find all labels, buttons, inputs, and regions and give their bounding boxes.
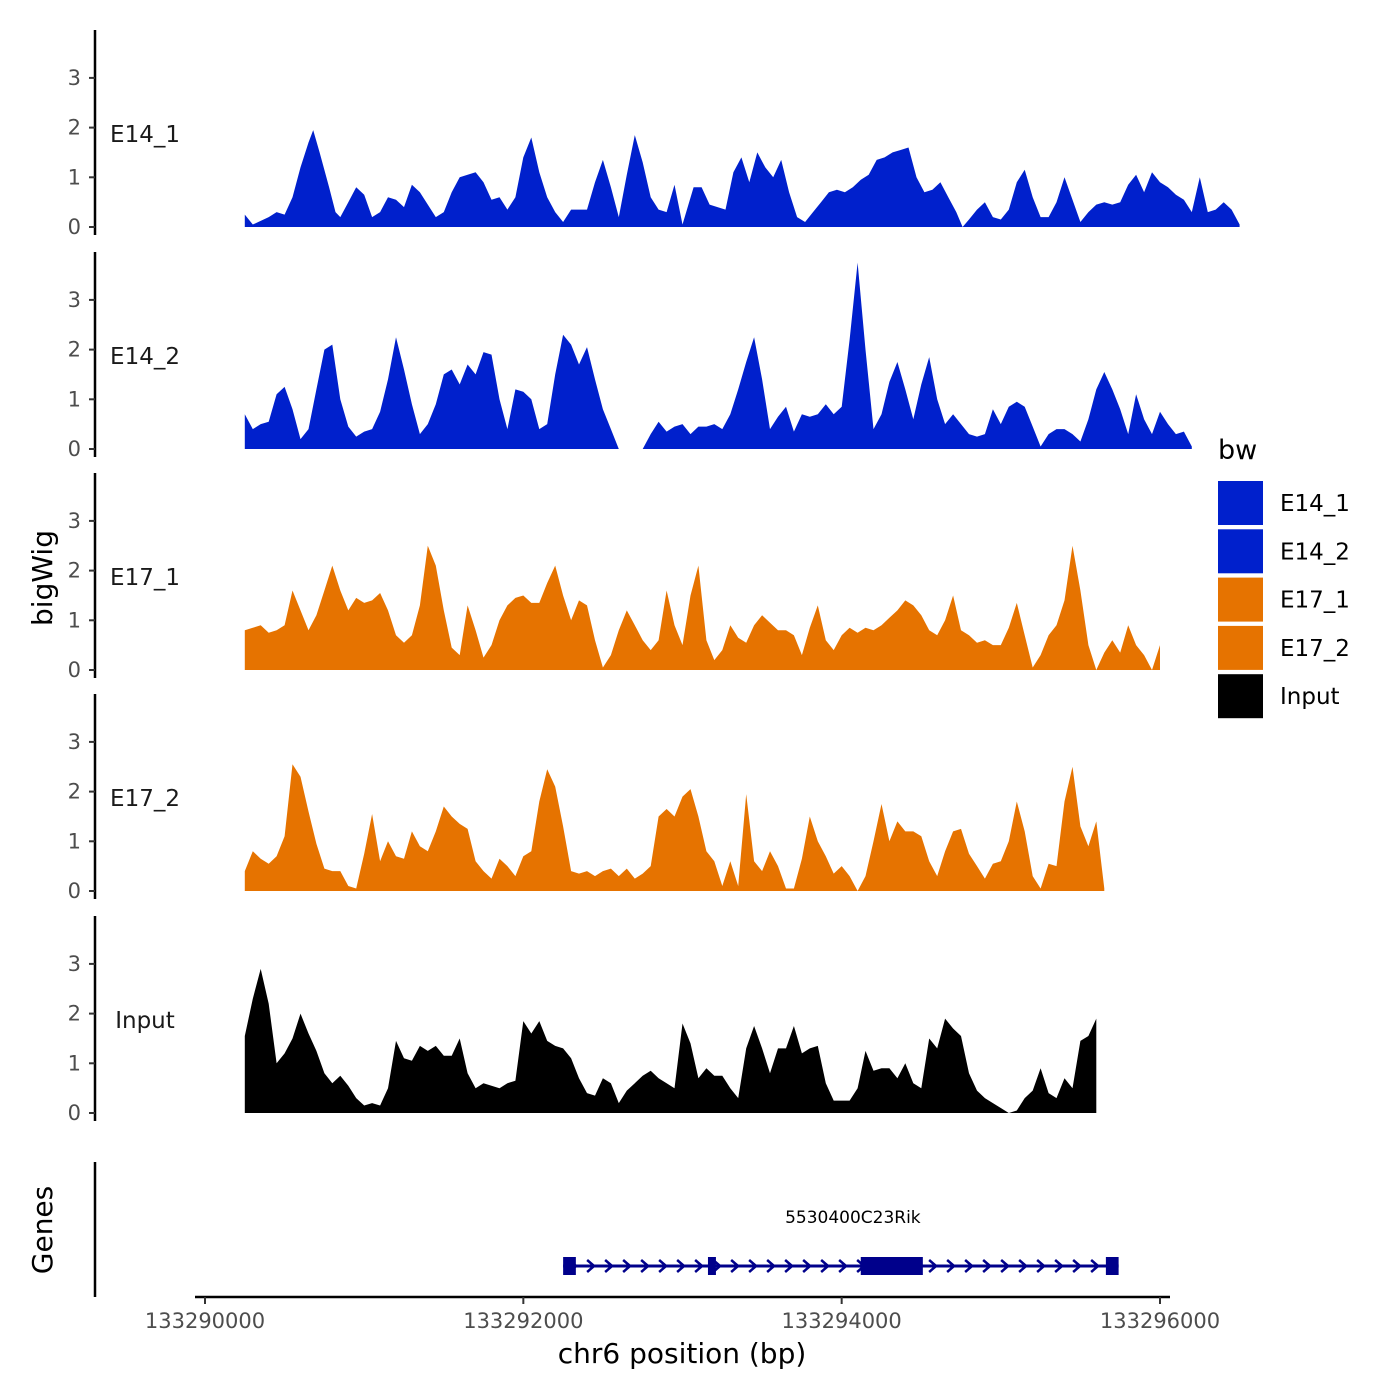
x-axis-title: chr6 position (bp) — [558, 1337, 807, 1370]
strand-arrow-icon — [964, 1259, 975, 1273]
legend-key-e14-1 — [1218, 481, 1263, 525]
y-tick-label: 3 — [68, 66, 81, 90]
track-panels: 0 1 2 3 E14_1 0 1 2 3 E14_2 0 1 2 3 E17_1 0 1 2 3 E17_2 0 1 2 3… — [68, 30, 1240, 1125]
y-tick-label: 1 — [68, 608, 81, 632]
y-tick-label: 3 — [68, 288, 81, 312]
x-axis: 133290000 133292000 133294000 133296000 — [145, 1295, 1220, 1333]
y-tick-label: 1 — [68, 387, 81, 411]
signal-area-e14-1 — [244, 130, 1240, 227]
y-tick-label: 0 — [68, 1101, 81, 1125]
track-label: E14_1 — [110, 122, 180, 148]
track-panel-input: 0 1 2 3 Input — [68, 916, 1097, 1125]
track-label: Input — [115, 1008, 175, 1034]
track-panel-e14-1: 0 1 2 3 E14_1 — [68, 30, 1240, 239]
strand-arrow-icon — [1018, 1259, 1029, 1273]
legend-label: E14_1 — [1280, 491, 1350, 517]
genes-track-label: Genes — [26, 1186, 59, 1274]
strand-arrow-icon — [1036, 1259, 1047, 1273]
y-tick-label: 0 — [68, 215, 81, 239]
strand-arrow-icon — [586, 1259, 597, 1273]
y-tick-label: 0 — [68, 658, 81, 682]
legend-title: bw — [1218, 435, 1257, 466]
signal-area-e14-2 — [244, 262, 1192, 449]
signal-area-e17-2 — [244, 764, 1105, 891]
signal-area-input — [244, 968, 1097, 1113]
y-tick-label: 2 — [68, 116, 81, 140]
strand-arrow-icon — [1072, 1259, 1083, 1273]
strand-arrow-icon — [946, 1259, 957, 1273]
strand-arrow-icon — [640, 1259, 651, 1273]
track-label: E17_1 — [110, 565, 180, 591]
track-panel-e17-2: 0 1 2 3 E17_2 — [68, 694, 1105, 903]
strand-arrow-icon — [766, 1259, 777, 1273]
y-tick-label: 0 — [68, 879, 81, 903]
x-tick-label: 133292000 — [463, 1309, 583, 1333]
y-tick-label: 0 — [68, 437, 81, 461]
y-tick-label: 2 — [68, 780, 81, 804]
gene-exon — [1105, 1257, 1119, 1275]
strand-arrow-icon — [982, 1259, 993, 1273]
legend-key-e14-2 — [1218, 529, 1263, 574]
gene-exon — [563, 1257, 576, 1275]
legend-label: E14_2 — [1280, 539, 1350, 565]
legend-label: Input — [1280, 684, 1340, 710]
y-tick-label: 3 — [68, 509, 81, 533]
gene-name-label: 5530400C23Rik — [785, 1208, 921, 1228]
legend-key-e17-1 — [1218, 577, 1263, 622]
strand-arrow-icon — [658, 1259, 669, 1273]
legend-label: E17_1 — [1280, 588, 1350, 614]
strand-arrow-icon — [1054, 1259, 1065, 1273]
strand-arrow-icon — [748, 1259, 759, 1273]
signal-area-e17-1 — [244, 545, 1161, 670]
strand-arrow-icon — [604, 1259, 615, 1273]
strand-arrow-icon — [676, 1259, 687, 1273]
strand-arrow-icon — [820, 1259, 831, 1273]
track-panel-e17-1: 0 1 2 3 E17_1 — [68, 473, 1161, 682]
legend: bw E14_1 E14_2 E17_1 E17_2 Input — [1218, 435, 1350, 719]
y-tick-label: 2 — [68, 1002, 81, 1026]
x-tick-label: 133294000 — [782, 1309, 902, 1333]
gene-exon — [707, 1257, 716, 1275]
y-tick-label: 2 — [68, 559, 81, 583]
strand-arrow-icon — [694, 1259, 705, 1273]
y-tick-label: 3 — [68, 730, 81, 754]
strand-arrow-icon — [838, 1259, 849, 1273]
strand-arrow-icon — [1090, 1259, 1101, 1273]
legend-key-e17-2 — [1218, 625, 1263, 670]
genes-track: Genes 5530400C23Rik — [26, 1162, 1119, 1297]
x-tick-label: 133290000 — [145, 1309, 265, 1333]
strand-arrow-icon — [730, 1259, 741, 1273]
y-axis-title: bigWig — [26, 530, 59, 626]
strand-arrow-icon — [1000, 1259, 1011, 1273]
track-label: E17_2 — [110, 786, 180, 812]
x-tick-label: 133296000 — [1100, 1309, 1220, 1333]
track-label: E14_2 — [110, 344, 180, 370]
track-panel-e14-2: 0 1 2 3 E14_2 — [68, 252, 1192, 461]
gene-exon — [860, 1257, 923, 1275]
y-tick-label: 1 — [68, 165, 81, 189]
strand-arrow-icon — [784, 1259, 795, 1273]
y-tick-label: 3 — [68, 952, 81, 976]
y-tick-label: 1 — [68, 829, 81, 853]
strand-arrow-icon — [928, 1259, 939, 1273]
y-tick-label: 1 — [68, 1051, 81, 1075]
strand-arrow-icon — [802, 1259, 813, 1273]
legend-label: E17_2 — [1280, 636, 1350, 662]
strand-arrow-icon — [622, 1259, 633, 1273]
legend-key-input — [1218, 674, 1263, 719]
y-tick-label: 2 — [68, 338, 81, 362]
